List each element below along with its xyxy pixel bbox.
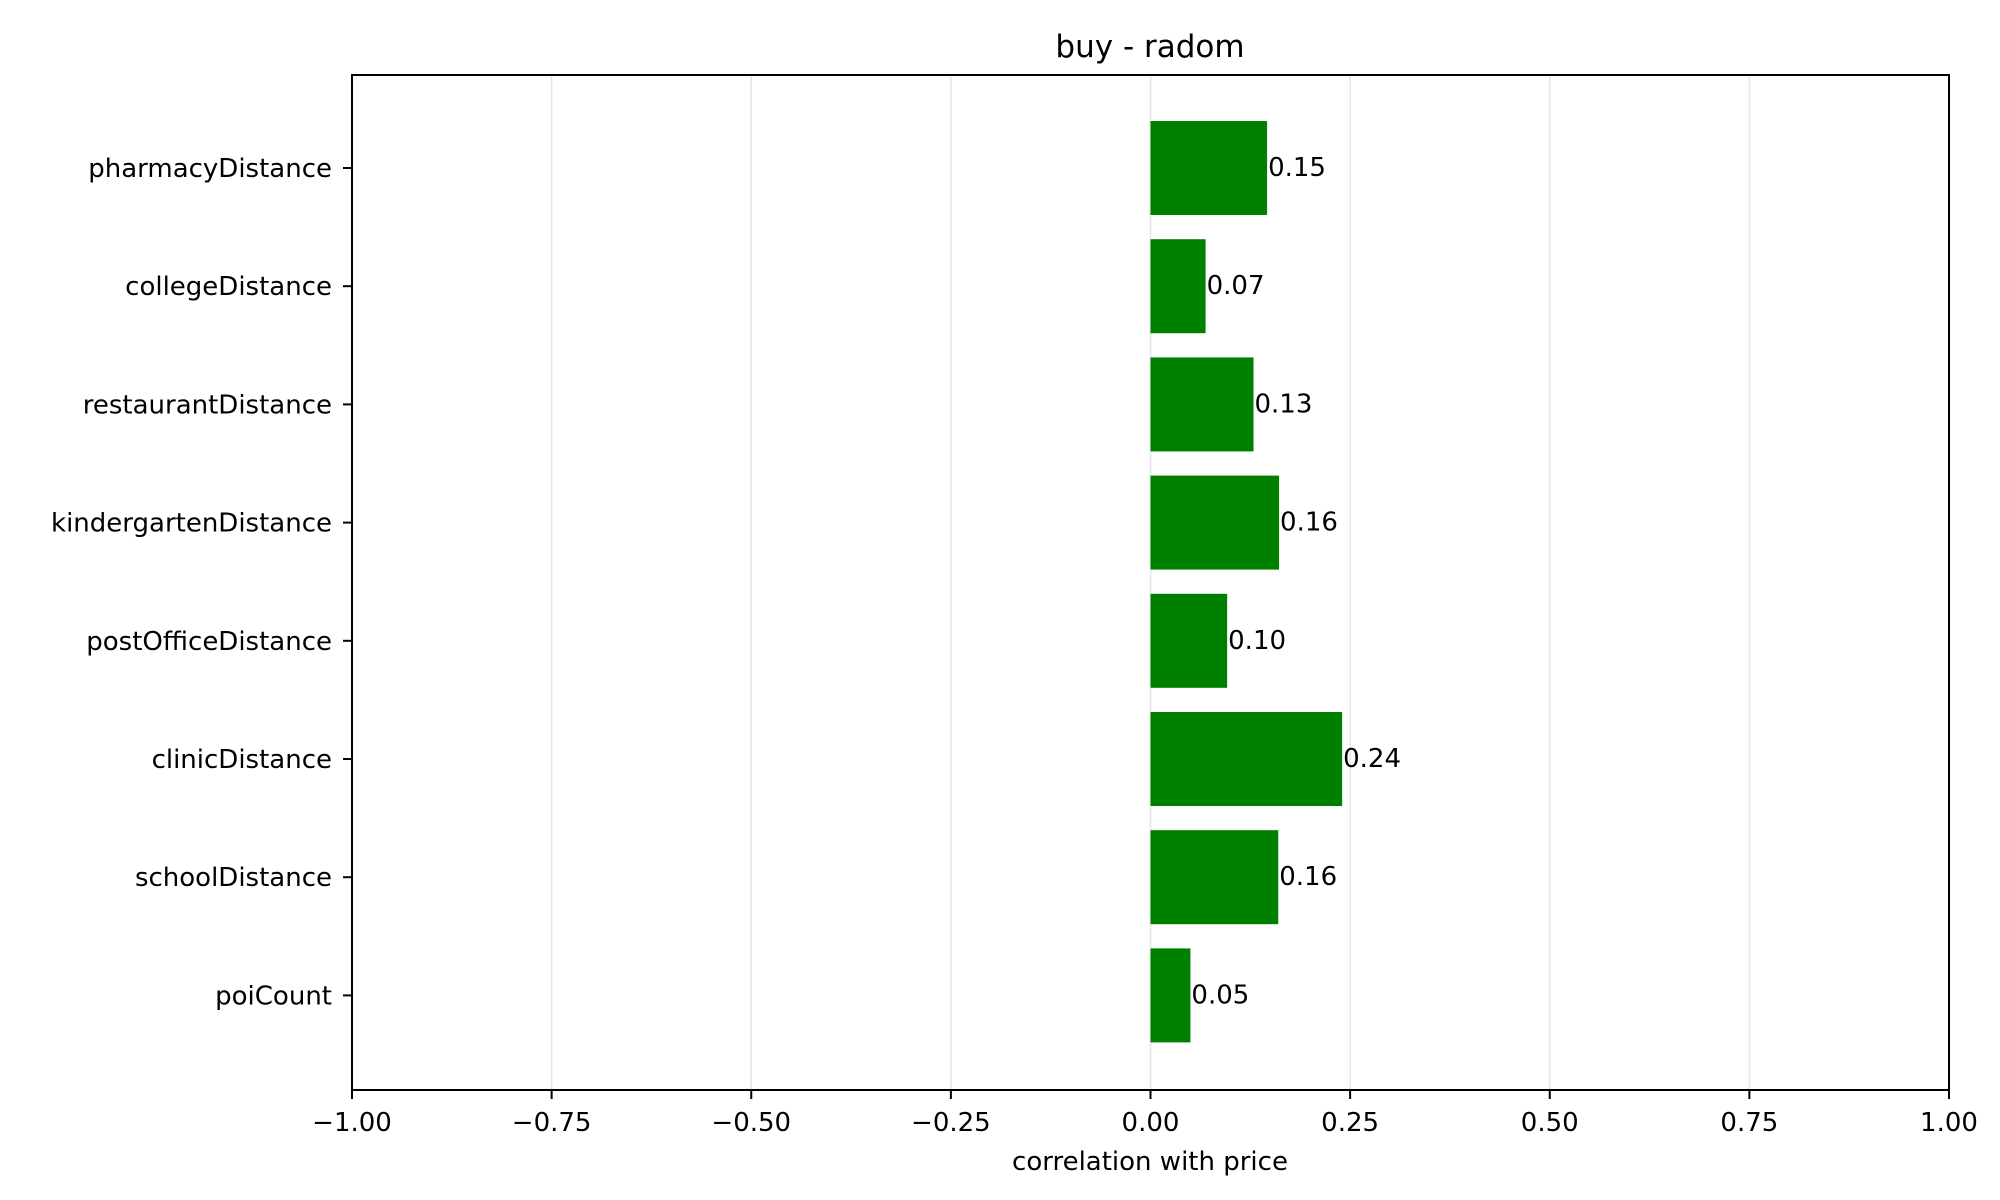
y-tick-label: collegeDistance	[125, 272, 332, 302]
y-tick-label: restaurantDistance	[83, 390, 332, 420]
y-tick-label: schoolDistance	[135, 863, 332, 893]
y-tick-label: clinicDistance	[152, 745, 332, 775]
bar	[1150, 239, 1206, 334]
data-label: 0.16	[1280, 508, 1338, 538]
data-label: 0.05	[1191, 980, 1249, 1010]
data-label: 0.24	[1343, 744, 1401, 774]
grid-layer	[550, 75, 1751, 1090]
bar	[1150, 948, 1191, 1043]
x-tick-label: −0.25	[911, 1108, 991, 1138]
x-tick-label: −1.00	[312, 1108, 392, 1138]
bar	[1150, 357, 1254, 452]
data-label: 0.16	[1279, 862, 1337, 892]
y-tick-label: poiCount	[215, 981, 332, 1011]
x-axis: −1.00 −0.75 −0.50 −0.25 0.00 0.25 0.50 0.75 1.00	[312, 1090, 1978, 1138]
bar	[1150, 593, 1228, 688]
bar	[1150, 475, 1280, 570]
bars-layer	[1150, 121, 1343, 1043]
chart-title: buy - radom	[1055, 29, 1244, 65]
data-label: 0.15	[1268, 153, 1326, 183]
x-tick-label: 0.75	[1720, 1108, 1778, 1138]
x-tick-label: 0.00	[1122, 1108, 1180, 1138]
x-tick-label: 1.00	[1920, 1108, 1978, 1138]
x-tick-label: −0.75	[512, 1108, 592, 1138]
bar	[1150, 121, 1268, 215]
x-tick-label: −0.50	[711, 1108, 791, 1138]
data-label: 0.07	[1207, 271, 1265, 301]
bar	[1150, 830, 1279, 925]
x-tick-label: 0.50	[1521, 1108, 1579, 1138]
data-label: 0.13	[1255, 389, 1313, 419]
data-labels-layer: 0.15 0.07 0.13 0.16 0.10 0.24 0.16 0.05	[1191, 153, 1401, 1010]
y-tick-label: postOfficeDistance	[86, 627, 332, 657]
data-label: 0.10	[1228, 626, 1286, 656]
x-tick-label: 0.25	[1321, 1108, 1379, 1138]
y-axis: pharmacyDistance collegeDistance restauran…	[51, 154, 352, 1011]
x-axis-label: correlation with price	[1012, 1147, 1288, 1177]
y-tick-label: pharmacyDistance	[88, 154, 332, 184]
bar	[1150, 712, 1343, 806]
y-tick-label: kindergartenDistance	[51, 509, 332, 539]
